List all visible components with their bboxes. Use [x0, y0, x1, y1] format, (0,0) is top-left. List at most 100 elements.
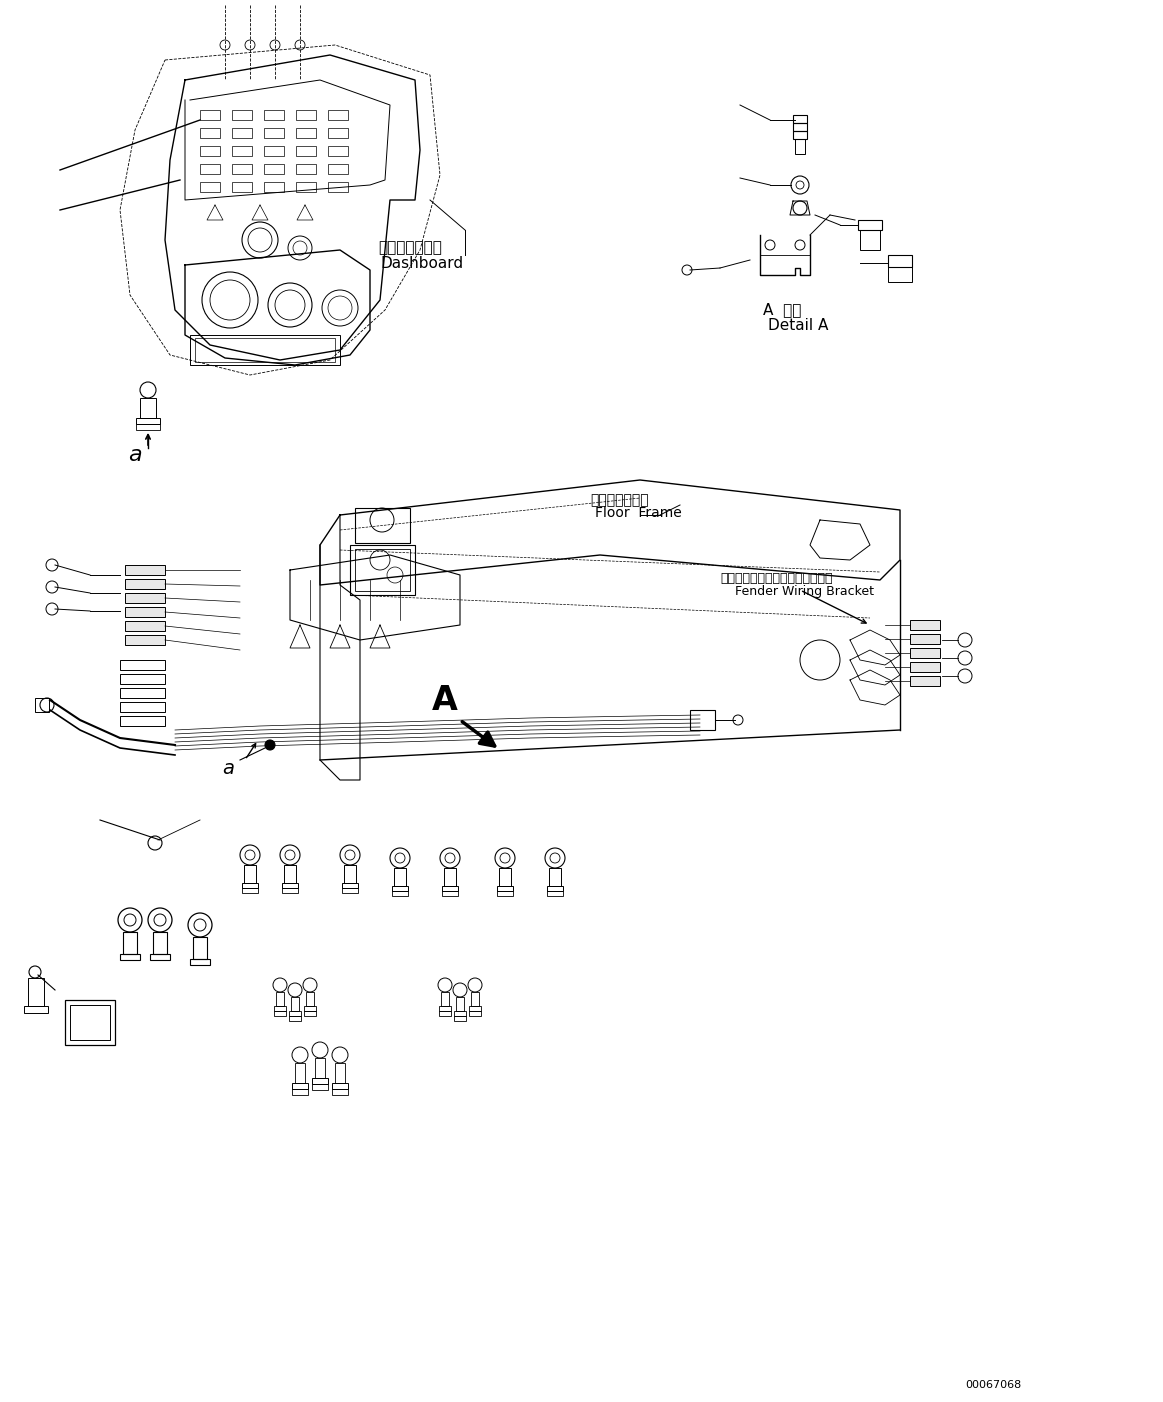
- Bar: [456, 997, 464, 1011]
- Bar: [499, 868, 511, 886]
- Text: Fender Wiring Bracket: Fender Wiring Bracket: [735, 585, 875, 597]
- Bar: [889, 255, 912, 266]
- Text: Detail A: Detail A: [768, 317, 828, 332]
- Bar: [150, 953, 170, 960]
- Bar: [438, 1007, 451, 1011]
- Bar: [120, 660, 165, 670]
- Bar: [231, 109, 252, 121]
- Bar: [909, 634, 940, 644]
- Bar: [889, 266, 912, 282]
- Bar: [200, 128, 220, 137]
- Bar: [454, 1016, 466, 1021]
- Bar: [312, 1084, 328, 1089]
- Bar: [315, 1059, 324, 1078]
- Bar: [120, 953, 140, 960]
- Bar: [200, 109, 220, 121]
- Bar: [120, 674, 165, 684]
- Bar: [328, 182, 348, 192]
- Bar: [193, 937, 207, 959]
- Bar: [292, 1082, 308, 1089]
- Bar: [394, 868, 406, 886]
- Bar: [312, 1078, 328, 1084]
- Bar: [304, 1011, 316, 1016]
- Bar: [344, 865, 356, 883]
- Bar: [355, 508, 411, 543]
- Bar: [276, 993, 284, 1007]
- Bar: [70, 1005, 110, 1040]
- Bar: [547, 892, 563, 896]
- Bar: [264, 146, 284, 156]
- Bar: [350, 545, 415, 594]
- Bar: [471, 993, 479, 1007]
- Bar: [124, 607, 165, 617]
- Bar: [231, 164, 252, 174]
- Bar: [136, 423, 160, 430]
- Bar: [793, 115, 807, 123]
- Bar: [120, 702, 165, 712]
- Bar: [328, 128, 348, 137]
- Bar: [909, 648, 940, 658]
- Bar: [124, 565, 165, 575]
- Bar: [200, 146, 220, 156]
- Bar: [200, 182, 220, 192]
- Bar: [24, 1007, 48, 1014]
- Bar: [549, 868, 561, 886]
- Bar: [124, 579, 165, 589]
- Bar: [195, 338, 335, 362]
- Bar: [154, 932, 167, 953]
- Bar: [120, 688, 165, 698]
- Bar: [909, 676, 940, 686]
- Bar: [328, 109, 348, 121]
- Bar: [242, 883, 258, 887]
- Bar: [859, 230, 880, 250]
- Bar: [858, 220, 882, 230]
- Text: Floor  Frame: Floor Frame: [595, 506, 682, 520]
- Bar: [793, 130, 807, 139]
- Bar: [264, 182, 284, 192]
- Bar: [547, 886, 563, 892]
- Bar: [392, 892, 408, 896]
- Bar: [328, 164, 348, 174]
- Bar: [295, 1063, 305, 1082]
- Bar: [281, 887, 298, 893]
- Bar: [355, 550, 411, 592]
- Bar: [342, 883, 358, 887]
- Bar: [264, 109, 284, 121]
- Bar: [909, 620, 940, 629]
- Text: フロアフレーム: フロアフレーム: [590, 494, 649, 508]
- Bar: [331, 1089, 348, 1095]
- Bar: [292, 1089, 308, 1095]
- Bar: [793, 123, 807, 130]
- Bar: [28, 979, 44, 1007]
- Bar: [190, 959, 211, 965]
- Bar: [331, 1082, 348, 1089]
- Bar: [264, 128, 284, 137]
- Bar: [335, 1063, 345, 1082]
- Text: a: a: [222, 758, 234, 778]
- Bar: [454, 1011, 466, 1016]
- Bar: [274, 1011, 286, 1016]
- Bar: [441, 993, 449, 1007]
- Bar: [469, 1011, 481, 1016]
- Text: a: a: [128, 444, 142, 465]
- Bar: [124, 593, 165, 603]
- Bar: [124, 621, 165, 631]
- Bar: [231, 146, 252, 156]
- Bar: [124, 635, 165, 645]
- Bar: [242, 887, 258, 893]
- Bar: [264, 164, 284, 174]
- Bar: [140, 398, 156, 418]
- Bar: [469, 1007, 481, 1011]
- Bar: [123, 932, 137, 953]
- Bar: [342, 887, 358, 893]
- Bar: [442, 892, 458, 896]
- Bar: [274, 1007, 286, 1011]
- Bar: [284, 865, 297, 883]
- Bar: [442, 886, 458, 892]
- Text: 00067068: 00067068: [965, 1380, 1021, 1389]
- Bar: [65, 1000, 115, 1044]
- Text: A: A: [433, 684, 458, 716]
- Bar: [909, 662, 940, 672]
- Bar: [190, 335, 340, 365]
- Text: Dashboard: Dashboard: [380, 255, 463, 271]
